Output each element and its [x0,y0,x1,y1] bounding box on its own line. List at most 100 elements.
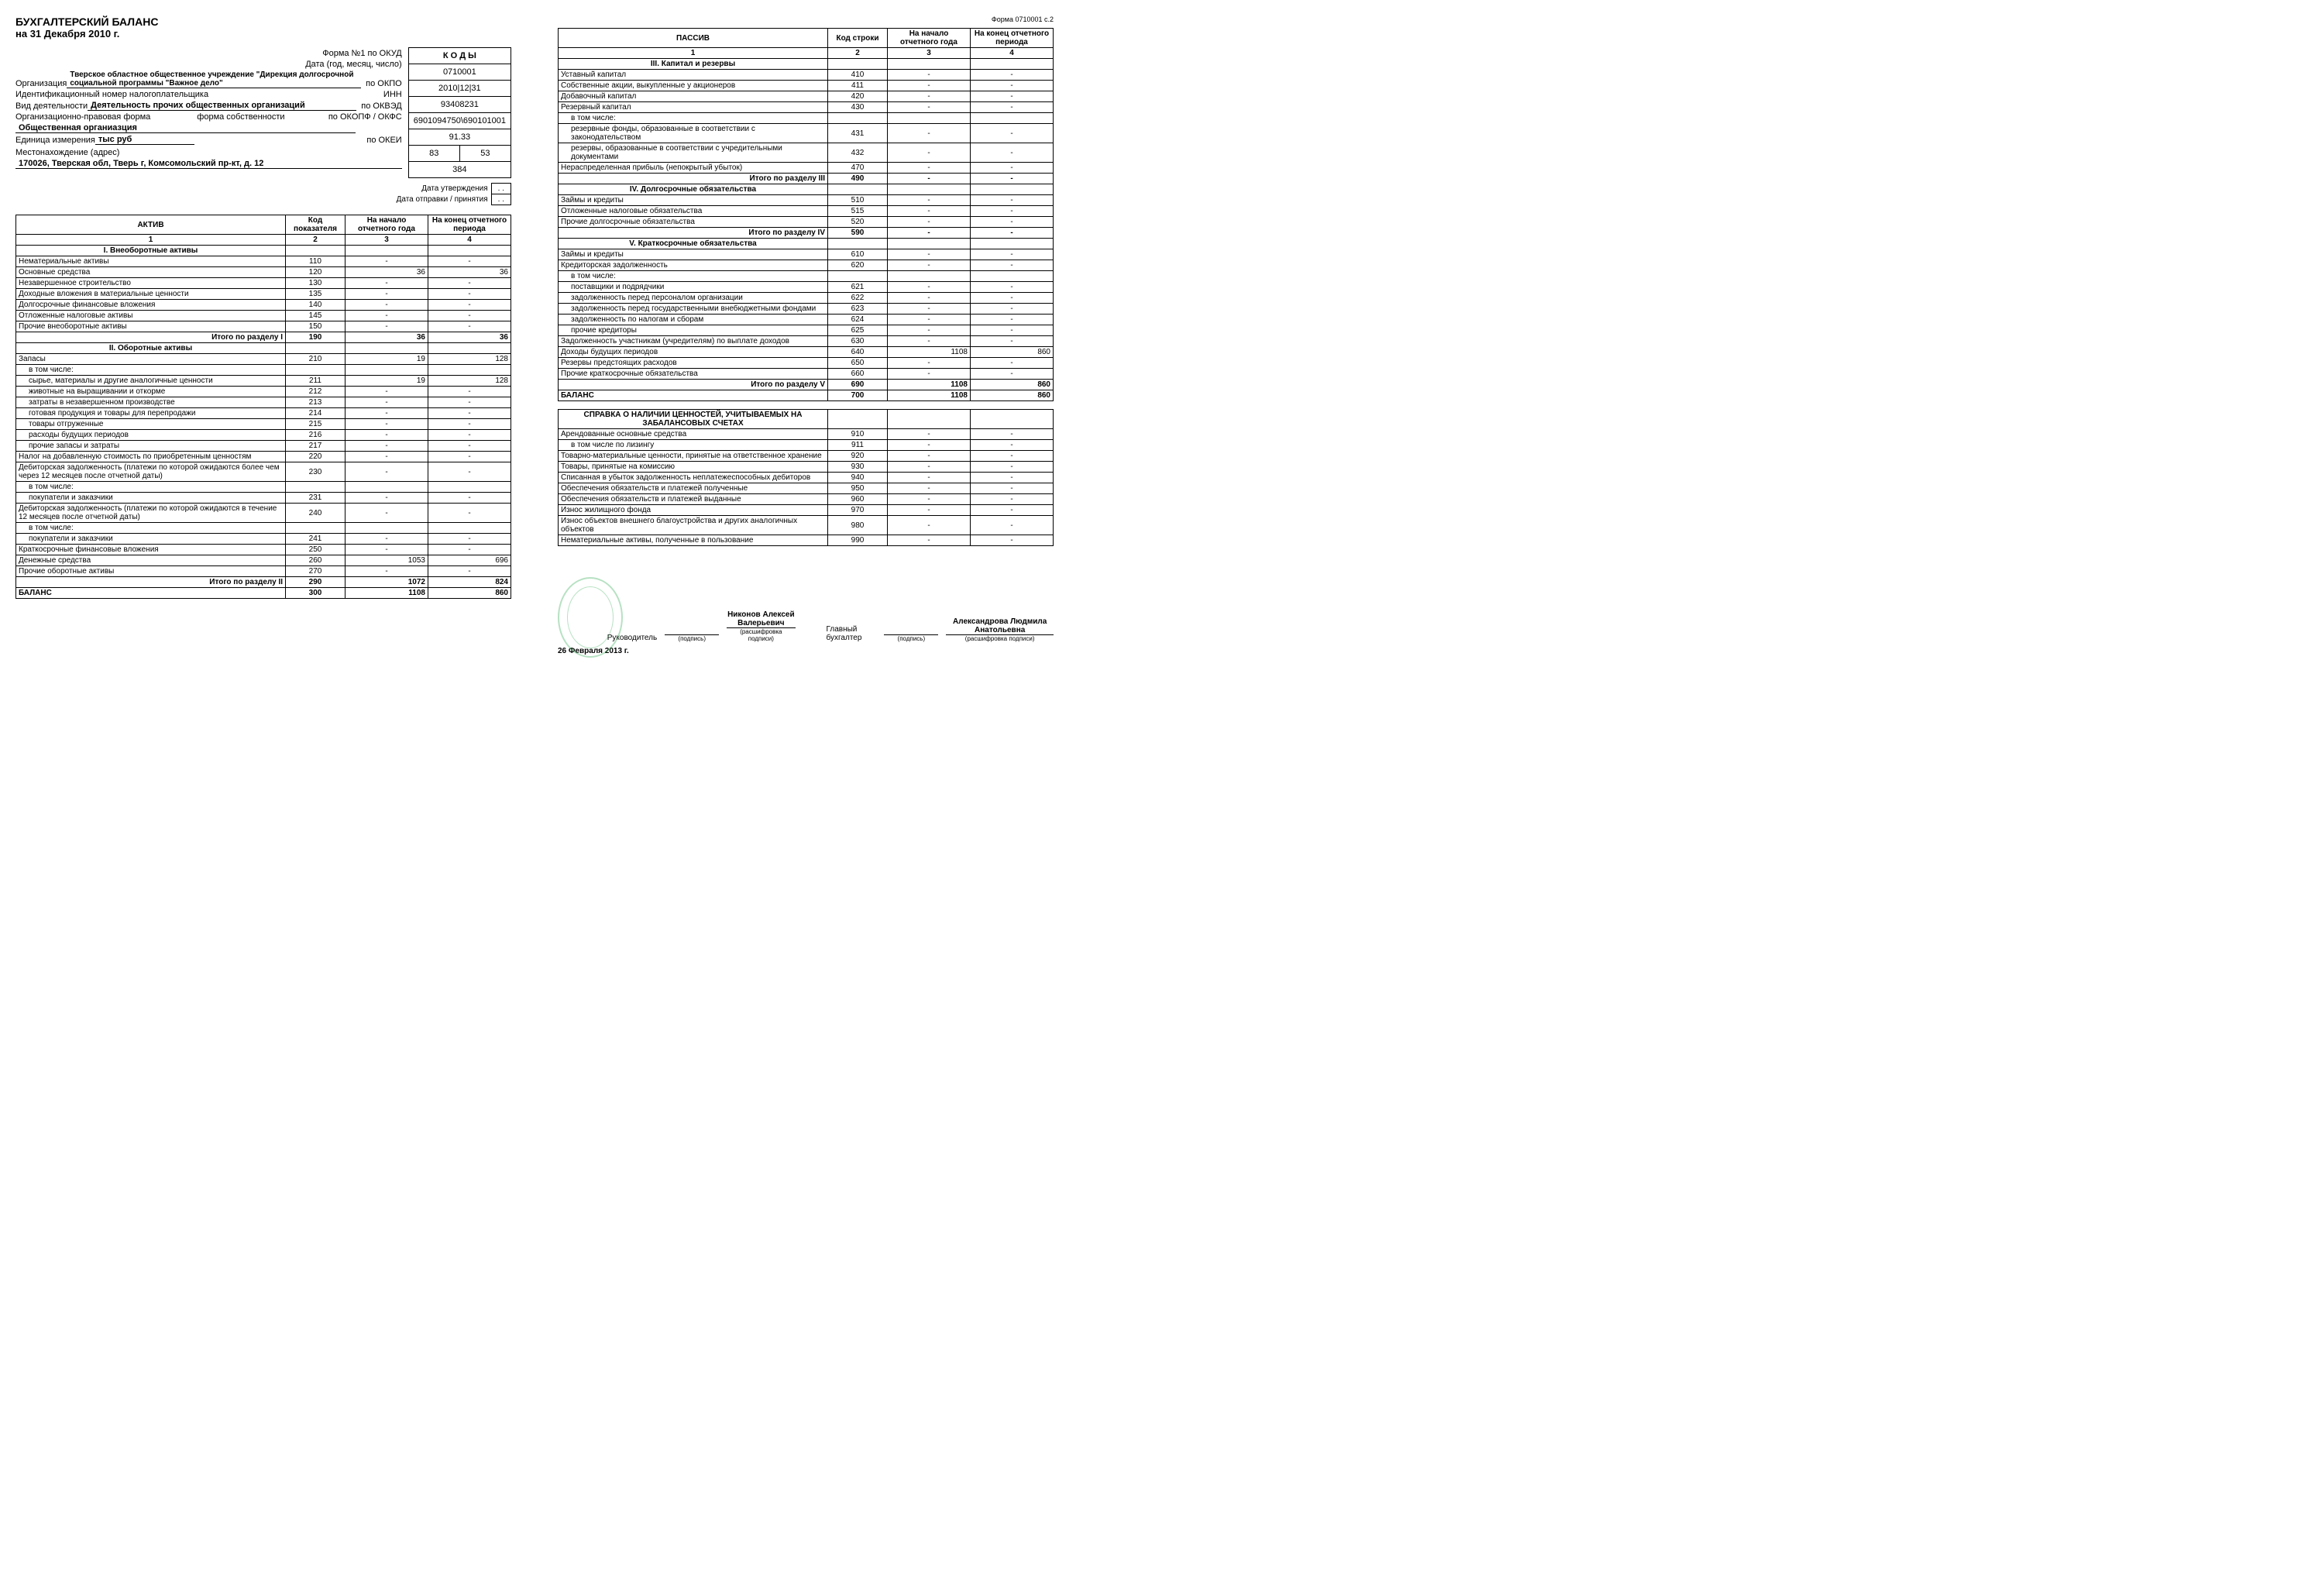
row-label: Арендованные основные средства [559,429,828,440]
row-end: - [971,228,1054,239]
row-code: 140 [286,300,346,311]
th-c4: 4 [428,235,511,246]
row-code: 430 [828,102,888,113]
row-begin: - [888,304,971,315]
row-code: 241 [286,534,346,545]
row-end: - [428,504,511,523]
approve-label: Дата утверждения [390,184,492,194]
row-code: 515 [828,206,888,217]
row-begin: - [346,321,428,332]
row-code: 217 [286,441,346,452]
row-end: - [428,408,511,419]
row-end: - [971,429,1054,440]
row-begin: - [888,505,971,516]
code-okved: 91.33 [408,129,511,146]
row-end: - [971,369,1054,380]
row-code: 130 [286,278,346,289]
row-end: - [971,483,1054,494]
th-off: СПРАВКА О НАЛИЧИИ ЦЕННОСТЕЙ, УЧИТЫВАЕМЫХ… [559,410,828,429]
row-code [286,523,346,534]
row-begin: - [888,494,971,505]
row-label: Нематериальные активы, полученные в поль… [559,535,828,546]
row-code: 190 [286,332,346,343]
row-begin: - [888,282,971,293]
row-code: 211 [286,376,346,387]
row-label: резервы, образованные в соответствии с у… [559,143,828,163]
row-begin: - [888,429,971,440]
liabilities-table: ПАССИВ Код строки На начало отчетного го… [558,28,1054,401]
row-code: 230 [286,462,346,482]
row-code: 623 [828,304,888,315]
row-code: 214 [286,408,346,419]
row-begin [346,523,428,534]
row-begin [888,271,971,282]
row-end: - [428,278,511,289]
row-begin: - [346,408,428,419]
row-label: Займы и кредиты [559,249,828,260]
row-code: 260 [286,555,346,566]
row-end: - [971,440,1054,451]
row-end: - [428,300,511,311]
row-code: 610 [828,249,888,260]
row-end [971,271,1054,282]
okei-label: по ОКЕИ [362,136,401,145]
doc-title: БУХГАЛТЕРСКИЙ БАЛАНС [15,15,158,28]
row-code: 490 [828,174,888,184]
row-code: 231 [286,493,346,504]
row-begin: - [346,397,428,408]
code-okpo: 93408231 [408,97,511,113]
th-code: Код показателя [286,215,346,235]
row-code: 700 [828,390,888,401]
row-end: - [428,430,511,441]
row-label: Прочие внеоборотные активы [16,321,286,332]
row-label: готовая продукция и товары для перепрода… [16,408,286,419]
row-label: в том числе: [559,113,828,124]
section-header: V. Краткосрочные обязательства [559,239,828,249]
row-label: Долгосрочные финансовые вложения [16,300,286,311]
row-label: Отложенные налоговые активы [16,311,286,321]
row-begin: - [888,91,971,102]
page-right: Форма 0710001 с.2 ПАССИВ Код строки На н… [558,15,1054,655]
row-begin: - [346,452,428,462]
head-name: Никонов Алексей Валерьевич [727,610,795,628]
sent-val: . . [491,194,511,205]
code-okud: 0710001 [408,64,511,81]
row-code: 135 [286,289,346,300]
row-label: в том числе: [16,365,286,376]
row-begin: 1108 [346,588,428,599]
row-begin: - [346,545,428,555]
row-begin: - [888,228,971,239]
row-end: - [971,124,1054,143]
row-begin: - [346,289,428,300]
row-code: 300 [286,588,346,599]
sig-caption1: (подпись) [665,635,719,642]
row-end: - [428,545,511,555]
doc-subtitle: на 31 Декабря 2010 г. [15,28,158,40]
date-label: Дата (год, месяц, число) [301,60,402,69]
row-code: 630 [828,336,888,347]
row-begin: - [888,124,971,143]
approve-dates: Дата утверждения. . Дата отправки / прин… [390,183,511,205]
row-begin: - [346,387,428,397]
th-c3b: 3 [888,48,971,59]
okved-label: по ОКВЭД [356,101,401,111]
row-end: - [971,325,1054,336]
row-begin: 36 [346,332,428,343]
row-begin: - [346,256,428,267]
row-label: Уставный капитал [559,70,828,81]
stamp-icon [558,577,623,658]
row-code: 690 [828,380,888,390]
row-code: 960 [828,494,888,505]
addr-value: 170026, Тверская обл, Тверь г, Комсомоль… [15,159,402,169]
row-code: 920 [828,451,888,462]
row-label: Прочие краткосрочные обязательства [559,369,828,380]
row-end: - [971,102,1054,113]
row-begin: - [888,70,971,81]
row-code: 590 [828,228,888,239]
row-end: - [971,174,1054,184]
row-end: 696 [428,555,511,566]
row-label: Прочие оборотные активы [16,566,286,577]
row-label: Запасы [16,354,286,365]
row-label: Собственные акции, выкупленные у акционе… [559,81,828,91]
fs-label: форма собственности [197,112,284,122]
